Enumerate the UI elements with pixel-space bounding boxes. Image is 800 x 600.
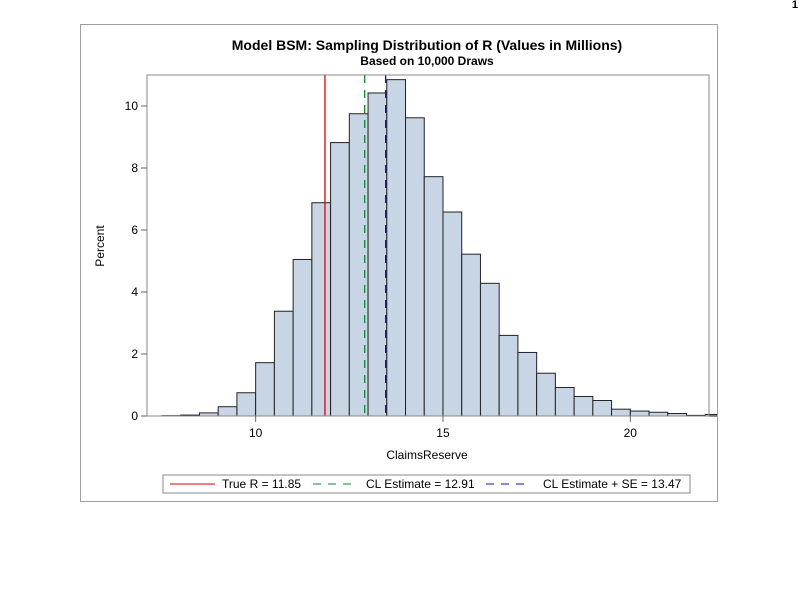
y-tick-label: 2 <box>131 347 138 361</box>
histogram-bar <box>423 176 444 417</box>
histogram-bar <box>348 113 369 417</box>
histogram-bar <box>442 211 463 417</box>
x-tick-label: 10 <box>249 426 263 440</box>
histogram-bar <box>648 411 669 417</box>
chart-subtitle: Based on 10,000 Draws <box>360 54 494 68</box>
histogram-bar <box>405 117 425 417</box>
chart-frame: Model BSM: Sampling Distribution of R (V… <box>80 24 725 502</box>
histogram-bar <box>273 310 294 417</box>
x-axis-label: ClaimsReserve <box>386 448 468 462</box>
x-tick-label: 20 <box>624 426 638 440</box>
histogram-bar <box>236 392 257 417</box>
histogram-bar <box>629 410 650 417</box>
histogram-bar <box>386 79 407 417</box>
histogram-bar <box>592 400 613 417</box>
histogram-bar <box>255 362 275 417</box>
y-tick-label: 4 <box>131 285 138 299</box>
histogram-bar <box>498 334 519 417</box>
chart-title: Model BSM: Sampling Distribution of R (V… <box>232 37 622 53</box>
histogram-bar <box>611 408 631 417</box>
histogram-bar <box>217 406 238 417</box>
histogram-chart: Model BSM: Sampling Distribution of R (V… <box>93 37 725 494</box>
histogram-bar <box>479 282 500 417</box>
histogram-bar <box>461 253 481 417</box>
histogram-bar <box>311 202 332 417</box>
y-tick-label: 8 <box>131 161 138 175</box>
y-tick-label: 6 <box>131 223 138 237</box>
legend-label-true-r: True R = 11.85 <box>222 477 301 491</box>
legend-label-cl-estimate: CL Estimate = 12.91 <box>366 477 475 491</box>
histogram-bar <box>554 386 575 417</box>
histogram-bar <box>330 142 350 417</box>
legend: True R = 11.85 CL Estimate = 12.91 CL Es… <box>162 474 691 494</box>
y-axis-label: Percent <box>93 225 107 267</box>
plot-frame-border <box>146 74 710 417</box>
y-tick-label: 10 <box>125 99 139 113</box>
histogram-bar <box>367 92 388 417</box>
histogram-bar <box>536 372 556 417</box>
histogram-bar <box>573 395 594 417</box>
y-tick-label: 0 <box>131 409 138 423</box>
histogram-bar <box>517 351 538 417</box>
plot-area: 0 2 4 6 8 10 10 15 20 <box>125 74 725 440</box>
histogram-bar <box>292 258 313 417</box>
legend-label-cl-estimate-se: CL Estimate + SE = 13.47 <box>543 477 682 491</box>
page-number: 1 <box>791 0 798 11</box>
legend-box <box>162 474 691 494</box>
x-tick-label: 15 <box>436 426 450 440</box>
